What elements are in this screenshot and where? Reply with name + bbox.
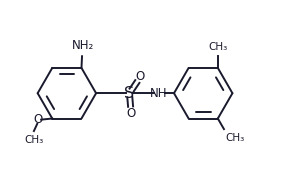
Text: S: S <box>124 86 135 101</box>
Text: CH₃: CH₃ <box>225 133 245 143</box>
Text: NH: NH <box>150 87 168 100</box>
Text: O: O <box>136 70 145 83</box>
Text: NH₂: NH₂ <box>72 39 94 52</box>
Text: O: O <box>33 113 42 126</box>
Text: O: O <box>126 107 135 120</box>
Text: CH₃: CH₃ <box>208 42 227 52</box>
Text: CH₃: CH₃ <box>24 136 43 146</box>
